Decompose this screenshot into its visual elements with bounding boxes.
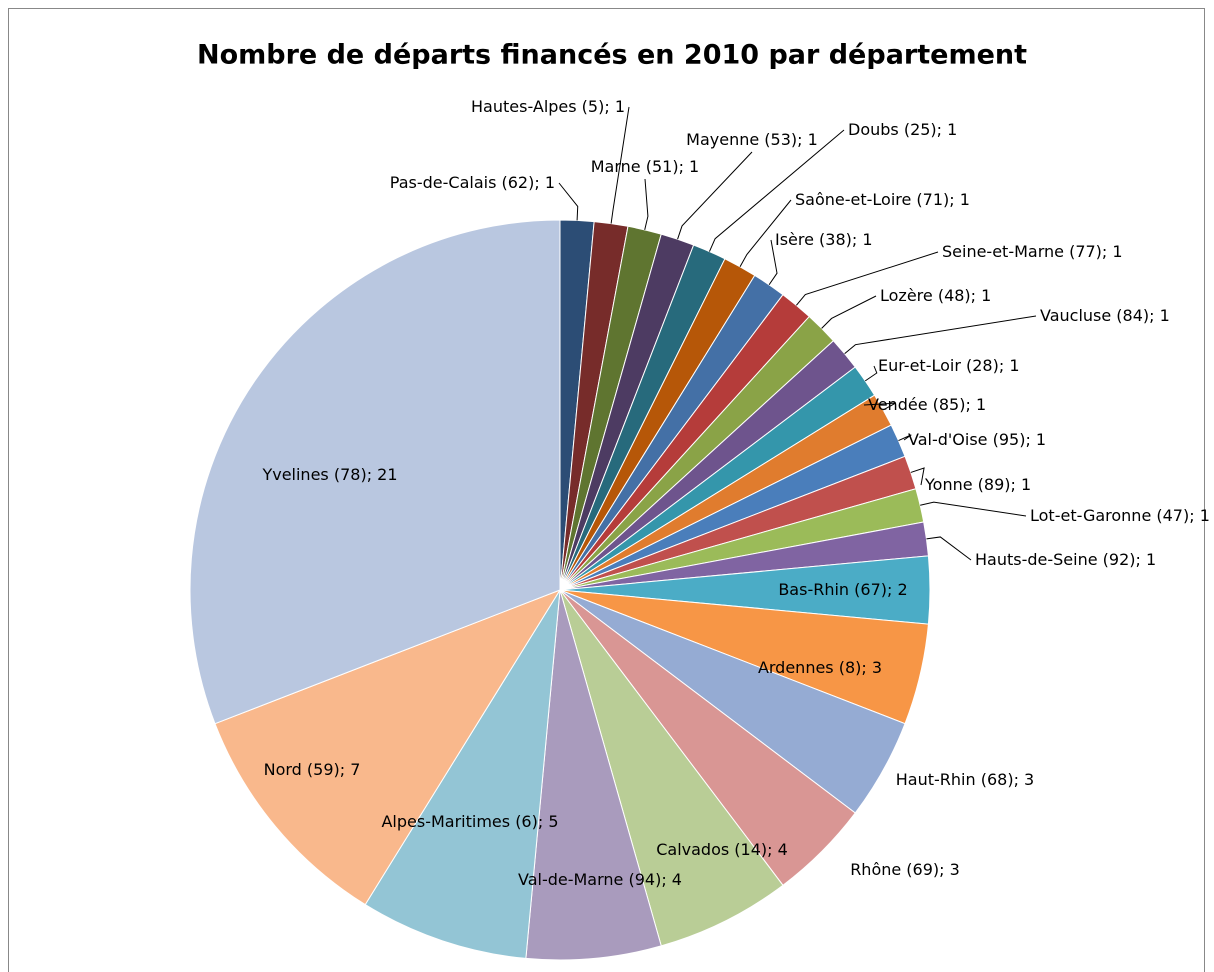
label-category: Pas-de-Calais (62) (390, 173, 535, 192)
data-label: Val-de-Marne (94); 4 (518, 870, 682, 889)
pie-slice (559, 589, 784, 947)
leader-line (844, 315, 1037, 355)
leader-line (898, 434, 912, 442)
data-label: Lozère (48); 1 (880, 286, 991, 305)
label-value: ; 21 (367, 465, 398, 484)
data-label: Seine-et-Marne (77); 1 (942, 242, 1123, 261)
label-category: Seine-et-Marne (77) (942, 242, 1102, 261)
label-value: ; 1 (852, 230, 873, 249)
label-category: Vendée (85) (868, 395, 965, 414)
data-label: Saône-et-Loire (71); 1 (795, 190, 970, 209)
label-category: Val-de-Marne (94) (518, 870, 661, 889)
label-value: ; 1 (679, 157, 700, 176)
data-label: Doubs (25); 1 (848, 120, 957, 139)
leader-line (864, 365, 878, 382)
label-category: Ardennes (8) (758, 658, 861, 677)
leader-line (795, 251, 939, 306)
label-value: ; 1 (937, 120, 958, 139)
label-category: Vaucluse (84) (1040, 306, 1149, 325)
leader-line (558, 182, 579, 221)
label-category: Alpes-Maritimes (6) (381, 812, 537, 831)
leader-line (677, 151, 753, 240)
label-value: ; 3 (861, 658, 882, 677)
label-category: Bas-Rhin (67) (778, 580, 887, 599)
leader-line (920, 501, 1027, 517)
label-category: Marne (51) (591, 157, 679, 176)
leader-line (863, 402, 896, 411)
label-category: Lozère (48) (880, 286, 971, 305)
label-category: Hautes-Alpes (5) (471, 97, 604, 116)
pie-slice (364, 589, 561, 959)
label-value: ; 3 (939, 860, 960, 879)
label-value: ; 1 (604, 97, 625, 116)
label-value: ; 7 (340, 760, 361, 779)
label-value: ; 1 (534, 173, 555, 192)
label-value: ; 1 (1025, 430, 1046, 449)
data-label: Haut-Rhin (68); 3 (896, 770, 1034, 789)
data-label: Eur-et-Loir (28); 1 (878, 356, 1020, 375)
label-value: ; 5 (538, 812, 559, 831)
data-label: Marne (51); 1 (591, 157, 699, 176)
label-category: Yonne (89) (924, 475, 1011, 494)
label-value: ; 1 (1136, 550, 1157, 569)
label-category: Eur-et-Loir (28) (878, 356, 999, 375)
label-value: ; 1 (797, 130, 818, 149)
data-label: Hautes-Alpes (5); 1 (471, 97, 625, 116)
data-label: Bas-Rhin (67); 2 (778, 580, 907, 599)
label-value: ; 2 (887, 580, 908, 599)
label-value: ; 1 (949, 190, 970, 209)
label-value: ; 1 (971, 286, 992, 305)
pie-slice (214, 588, 562, 906)
leader-line (610, 106, 630, 224)
label-category: Haut-Rhin (68) (896, 770, 1014, 789)
data-label: Rhône (69); 3 (850, 860, 960, 879)
label-category: Yvelines (78) (261, 465, 366, 484)
leader-line (644, 178, 649, 230)
leader-line (768, 239, 778, 286)
label-category: Calvados (14) (656, 840, 767, 859)
label-category: Isère (38) (775, 230, 852, 249)
data-label: Vaucluse (84); 1 (1040, 306, 1170, 325)
label-category: Nord (59) (264, 760, 340, 779)
label-category: Hauts-de-Seine (92) (975, 550, 1136, 569)
chart-title: Nombre de départs financés en 2010 par d… (197, 40, 1027, 71)
data-label: Yonne (89); 1 (924, 475, 1031, 494)
data-label: Yvelines (78); 21 (261, 465, 397, 484)
data-label: Lot-et-Garonne (47); 1 (1030, 506, 1210, 525)
label-value: ; 1 (999, 356, 1020, 375)
label-value: ; 3 (1014, 770, 1035, 789)
label-category: Mayenne (53) (686, 130, 797, 149)
label-category: Lot-et-Garonne (47) (1030, 506, 1189, 525)
leader-line (739, 199, 792, 268)
label-value: ; 4 (661, 870, 682, 889)
data-label: Ardennes (8); 3 (758, 658, 882, 677)
label-category: Saône-et-Loire (71) (795, 190, 949, 209)
pie-slice (189, 219, 561, 725)
data-label: Nord (59); 7 (264, 760, 361, 779)
label-category: Rhône (69) (850, 860, 939, 879)
label-value: ; 1 (965, 395, 986, 414)
label-value: ; 1 (1011, 475, 1032, 494)
data-label: Pas-de-Calais (62); 1 (390, 173, 555, 192)
label-category: Doubs (25) (848, 120, 937, 139)
data-label: Val-d'Oise (95); 1 (908, 430, 1046, 449)
leader-line (926, 536, 972, 561)
data-label: Mayenne (53); 1 (686, 130, 818, 149)
label-value: ; 1 (1189, 506, 1210, 525)
data-label: Alpes-Maritimes (6); 5 (381, 812, 558, 831)
data-label: Hauts-de-Seine (92); 1 (975, 550, 1156, 569)
leader-line (910, 467, 925, 486)
label-value: ; 1 (1102, 242, 1123, 261)
leader-line (708, 129, 845, 252)
label-category: Val-d'Oise (95) (908, 430, 1025, 449)
data-label: Vendée (85); 1 (868, 395, 986, 414)
label-value: ; 1 (1149, 306, 1170, 325)
label-value: ; 4 (767, 840, 788, 859)
data-label: Isère (38); 1 (775, 230, 873, 249)
leader-line (821, 295, 877, 329)
data-label: Calvados (14); 4 (656, 840, 788, 859)
pie-slice (525, 589, 662, 961)
